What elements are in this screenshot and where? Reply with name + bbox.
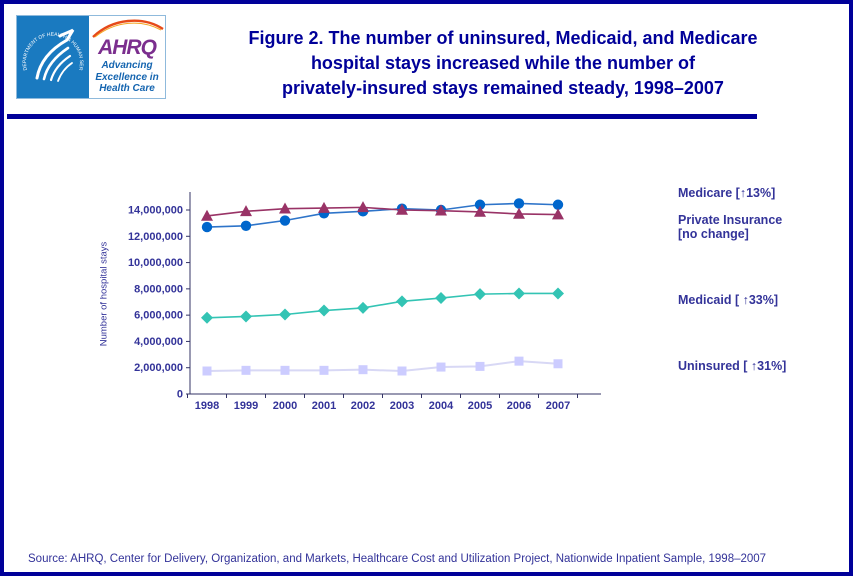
marker-private-insurance-2006: [513, 207, 525, 219]
marker-private-insurance-2003: [396, 203, 408, 215]
y-tick-label: 12,000,000: [128, 231, 183, 243]
x-tick-label-2001: 2001: [312, 400, 336, 412]
ahrq-tagline-line: Health Care: [99, 83, 155, 94]
legend-uninsured: Uninsured [ ↑31%]: [678, 359, 786, 373]
legend-medicaid: Medicaid [ ↑33%]: [678, 293, 778, 307]
marker-medicaid-2002: [357, 301, 369, 314]
ahrq-hhs-logo: DEPARTMENT OF HEALTH & HUMAN SERVICES · …: [15, 12, 166, 99]
x-tick-label-2004: 2004: [429, 400, 454, 412]
marker-private-insurance-1998: [201, 209, 213, 221]
series-line-private-insurance: [206, 206, 559, 217]
legend-private-insurance: Private Insurance [no change]: [678, 213, 782, 241]
marker-medicaid-2006: [513, 287, 525, 300]
figure-title-line-1: Figure 2. The number of uninsured, Medic…: [248, 28, 758, 48]
marker-medicare-2006: [513, 198, 525, 209]
marker-medicare-2005: [474, 199, 486, 210]
legend-uninsured-label: Uninsured [ ↑31%]: [678, 359, 787, 373]
marker-uninsured-1998: [202, 366, 212, 376]
y-tick-label: 4,000,000: [134, 336, 183, 348]
series-line-medicare: [206, 202, 559, 228]
y-tick-label: 2,000,000: [134, 362, 183, 374]
marker-medicaid-1999: [240, 310, 252, 323]
plot-svg: 0 2,000,000 4,000,000 6,000,000 8,000,000 10,…: [128, 192, 601, 412]
ahrq-tagline-line: Excellence in: [95, 71, 159, 83]
legend-private-insurance-change: [no change]: [678, 227, 749, 241]
ahrq-tagline-line: Advancing: [101, 60, 153, 71]
hhs-eagle-icon: DEPARTMENT OF HEALTH & HUMAN SERVICES · …: [15, 12, 84, 82]
ahrq-logo-text: AHRQ: [98, 36, 157, 59]
series-line-uninsured: [206, 360, 559, 373]
figure-title-line-2: hospital stays increased while the numbe…: [310, 53, 696, 73]
marker-uninsured-2000: [280, 365, 290, 375]
x-tick-label-2006: 2006: [507, 400, 531, 412]
marker-private-insurance-2004: [435, 204, 447, 216]
legend-medicare-label: Medicare [↑13%]: [678, 186, 776, 200]
marker-uninsured-1999: [241, 365, 251, 375]
x-tick-label-2002: 2002: [351, 400, 375, 412]
marker-medicaid-2004: [435, 292, 447, 305]
figure-title: Figure 2. The number of uninsured, Medic…: [164, 26, 842, 101]
marker-medicare-1999: [240, 220, 252, 231]
marker-uninsured-2003: [397, 366, 407, 376]
y-tick-label: 8,000,000: [134, 283, 183, 295]
marker-medicaid-2005: [474, 288, 486, 301]
figure-title-line-3: privately-insured stays remained steady,…: [282, 78, 724, 98]
marker-medicaid-2001: [318, 304, 330, 317]
marker-uninsured-2004: [436, 362, 446, 372]
y-tick-label: 6,000,000: [134, 310, 183, 322]
marker-medicaid-2000: [279, 308, 291, 321]
marker-uninsured-2005: [475, 361, 485, 371]
marker-medicaid-1998: [201, 311, 213, 324]
marker-private-insurance-1999: [240, 205, 252, 217]
y-tick-label: 14,000,000: [128, 205, 183, 217]
marker-private-insurance-2000: [279, 202, 291, 214]
ahrq-tagline: Advancing Excellence in Health Care: [89, 60, 165, 95]
marker-private-insurance-2005: [474, 205, 486, 217]
marker-private-insurance-2007: [552, 208, 564, 220]
marker-private-insurance-2002: [357, 201, 369, 213]
marker-medicaid-2003: [396, 295, 408, 308]
marker-uninsured-2002: [358, 365, 368, 375]
legend-private-insurance-label: Private Insurance: [678, 213, 783, 227]
x-tick-label-2003: 2003: [390, 400, 414, 412]
legend-medicare: Medicare [↑13%]: [678, 186, 775, 200]
source-note: Source: AHRQ, Center for Delivery, Organ…: [28, 553, 767, 565]
header-divider-rule: [7, 114, 757, 119]
x-tick-label-2000: 2000: [273, 400, 297, 412]
hhs-seal: DEPARTMENT OF HEALTH & HUMAN SERVICES · …: [15, 12, 89, 98]
marker-uninsured-2007: [553, 359, 563, 369]
marker-medicare-2007: [552, 199, 564, 210]
series-line-medicaid: [206, 292, 558, 319]
legend-medicaid-label: Medicaid [ ↑33%]: [678, 293, 779, 307]
ahrq-logo: AHRQ Advancing Excellence in Health Care: [89, 16, 165, 98]
y-tick-label: 0: [177, 389, 183, 401]
x-tick-label-1998: 1998: [195, 400, 219, 412]
marker-private-insurance-2001: [318, 201, 330, 213]
marker-uninsured-2006: [514, 356, 524, 366]
marker-medicaid-2007: [552, 287, 564, 300]
marker-uninsured-2001: [319, 365, 329, 375]
y-tick-label: 10,000,000: [128, 257, 183, 269]
marker-medicare-2000: [279, 215, 291, 226]
marker-medicare-1998: [201, 221, 213, 233]
x-tick-label-2005: 2005: [468, 400, 492, 412]
x-tick-label-2007: 2007: [546, 400, 570, 412]
x-tick-label-1999: 1999: [234, 400, 258, 412]
ahrq-swoosh-icon: [92, 19, 164, 38]
